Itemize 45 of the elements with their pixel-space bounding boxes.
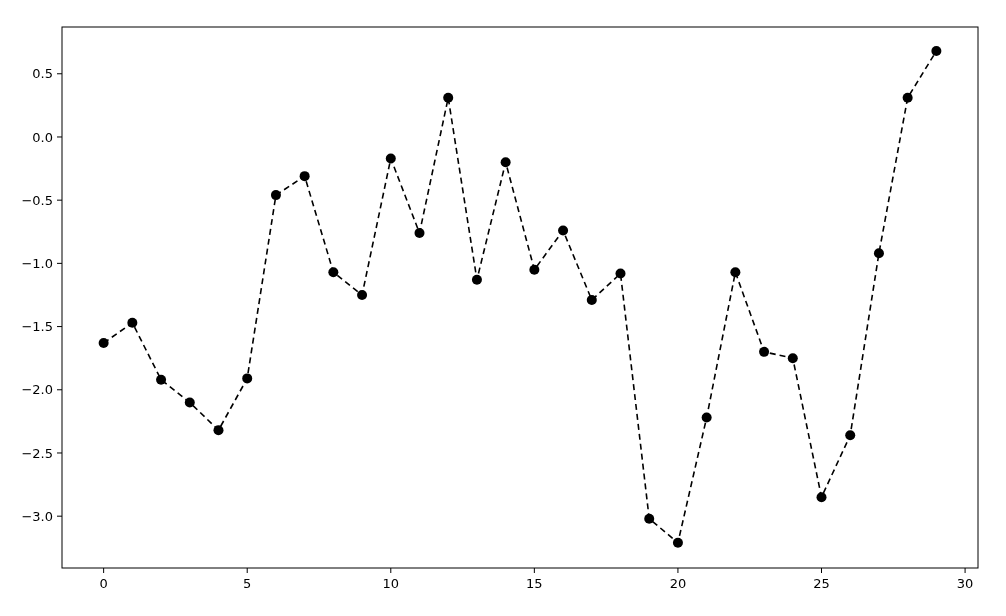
x-tick-label: 0: [99, 576, 108, 591]
x-tick-label: 25: [813, 576, 830, 591]
point: [730, 267, 741, 278]
point: [529, 264, 540, 275]
x-tick-label: 5: [243, 576, 252, 591]
y-tick-label: −2.0: [21, 382, 53, 398]
point: [615, 268, 626, 279]
point: [385, 153, 396, 164]
point: [471, 274, 482, 285]
point: [328, 267, 339, 278]
y-tick-label: 0.5: [32, 66, 53, 82]
point: [787, 353, 798, 364]
x-tick-label: 20: [669, 576, 687, 591]
x-tick-label: 10: [382, 576, 400, 591]
point: [558, 225, 569, 236]
point: [500, 157, 511, 168]
point: [127, 317, 138, 328]
point: [357, 289, 368, 300]
point: [873, 248, 884, 259]
point: [242, 373, 253, 384]
point: [931, 46, 942, 57]
y-tick-label: −0.5: [21, 192, 53, 208]
y-tick-label: −3.0: [21, 508, 53, 524]
point: [443, 92, 454, 103]
x-tick-label: 15: [526, 576, 543, 591]
point: [701, 412, 712, 423]
x-tick-label: 30: [956, 576, 974, 591]
point: [98, 338, 109, 349]
point: [213, 425, 224, 436]
point: [672, 537, 683, 548]
point: [299, 171, 310, 182]
point: [270, 190, 281, 201]
point: [156, 374, 167, 385]
y-tick-label: 0.0: [32, 129, 53, 145]
point: [902, 92, 913, 103]
point: [184, 397, 195, 408]
y-tick-label: −2.5: [21, 445, 53, 461]
point: [845, 430, 856, 441]
point: [586, 295, 597, 306]
y-tick-label: −1.5: [21, 319, 53, 335]
point: [644, 513, 655, 524]
point: [414, 228, 425, 239]
point: [759, 346, 770, 357]
y-tick-label: −1.0: [21, 255, 53, 271]
point: [816, 492, 827, 503]
